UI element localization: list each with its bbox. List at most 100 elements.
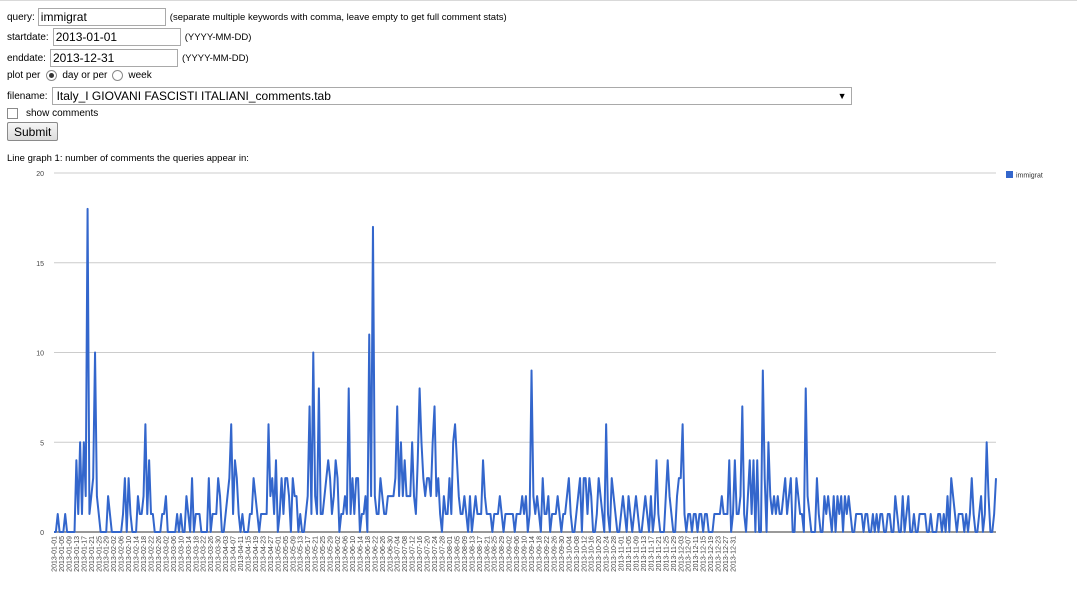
x-tick-label: 2013-04-03 — [223, 536, 230, 572]
x-tick-label: 2013-06-22 — [372, 536, 379, 572]
enddate-label: enddate: — [7, 52, 46, 64]
x-tick-label: 2013-08-25 — [492, 536, 499, 572]
x-tick-label: 2013-02-26 — [156, 536, 163, 572]
x-tick-label: 2013-05-25 — [320, 536, 327, 572]
y-tick-label: 10 — [36, 351, 44, 358]
x-tick-label: 2013-01-25 — [96, 536, 103, 572]
x-tick-label: 2013-05-29 — [328, 536, 335, 572]
x-tick-label: 2013-09-14 — [529, 536, 536, 572]
filename-selected-value: Italy_I GIOVANI FASCISTI ITALIANI_commen… — [56, 89, 331, 103]
x-tick-label: 2013-07-12 — [410, 536, 417, 572]
startdate-label: startdate: — [7, 31, 49, 43]
x-tick-label: 2013-08-17 — [477, 536, 484, 572]
x-tick-label: 2013-03-14 — [186, 536, 193, 572]
x-tick-label: 2013-07-04 — [395, 536, 402, 572]
x-tick-label: 2013-11-29 — [671, 536, 678, 571]
x-tick-label: 2013-04-07 — [231, 536, 238, 572]
x-tick-label: 2013-12-27 — [723, 536, 730, 572]
plotper-week-radio[interactable] — [112, 70, 124, 81]
x-tick-label: 2013-02-10 — [126, 536, 133, 572]
x-tick-label: 2013-04-19 — [253, 536, 260, 572]
x-tick-label: 2013-06-30 — [387, 536, 394, 572]
startdate-hint: (YYYY-MM-DD) — [184, 31, 252, 43]
x-tick-label: 2013-03-10 — [178, 536, 185, 572]
x-tick-label: 2013-09-22 — [544, 536, 551, 572]
dropdown-arrow-icon: ▼ — [837, 91, 847, 101]
x-tick-label: 2013-02-14 — [134, 536, 141, 572]
graph-caption: Line graph 1: number of comments the que… — [7, 153, 249, 164]
startdate-input[interactable] — [52, 28, 181, 46]
x-tick-label: 2013-06-26 — [380, 536, 387, 572]
x-tick-label: 2013-10-12 — [581, 536, 588, 572]
x-tick-label: 2013-03-26 — [208, 536, 215, 572]
x-tick-label: 2013-08-21 — [484, 536, 491, 572]
filename-row: filename: Italy_I GIOVANI FASCISTI ITALI… — [7, 87, 852, 105]
x-tick-label: 2013-06-14 — [357, 536, 364, 572]
x-tick-label: 2013-12-31 — [730, 536, 737, 572]
show-comments-label: show comments — [26, 108, 99, 119]
x-tick-label: 2013-11-13 — [641, 536, 648, 571]
x-tick-label: 2013-06-18 — [365, 536, 372, 572]
x-tick-label: 2013-10-24 — [604, 536, 611, 572]
submit-button[interactable]: Submit — [7, 122, 59, 141]
plotper-label: plot per — [7, 70, 41, 81]
startdate-row: startdate: (YYYY-MM-DD) — [7, 28, 251, 46]
x-tick-label: 2013-07-16 — [417, 536, 424, 572]
x-tick-label: 2013-04-27 — [268, 536, 275, 572]
x-tick-label: 2013-03-30 — [216, 536, 223, 572]
x-tick-label: 2013-07-08 — [402, 536, 409, 572]
x-tick-label: 2013-03-02 — [163, 536, 170, 572]
x-tick-label: 2013-08-13 — [469, 536, 476, 572]
x-tick-label: 2013-08-29 — [499, 536, 506, 572]
x-tick-label: 2013-02-18 — [141, 536, 148, 572]
plotper-day-label: day or per — [62, 70, 108, 81]
x-tick-label: 2013-10-20 — [596, 536, 603, 572]
query-row: query: (separate multiple keywords with … — [7, 8, 507, 26]
x-tick-label: 2013-08-01 — [447, 536, 454, 572]
x-tick-label: 2013-12-07 — [686, 536, 693, 572]
x-tick-label: 2013-10-08 — [574, 536, 581, 572]
show-comments-row: show comments — [7, 108, 98, 119]
x-tick-label: 2013-10-28 — [611, 536, 618, 572]
plotper-week-label: week — [128, 70, 152, 81]
x-tick-label: 2013-07-24 — [432, 536, 439, 572]
x-tick-label: 2013-05-05 — [283, 536, 290, 572]
x-tick-label: 2013-09-06 — [514, 536, 521, 572]
x-tick-label: 2013-12-03 — [678, 536, 685, 572]
x-tick-label: 2013-07-20 — [425, 536, 432, 572]
enddate-input[interactable] — [49, 49, 178, 67]
x-tick-label: 2013-12-23 — [716, 536, 723, 572]
filename-select[interactable]: Italy_I GIOVANI FASCISTI ITALIANI_commen… — [51, 87, 852, 105]
top-divider — [0, 0, 1077, 1]
x-tick-label: 2013-11-01 — [619, 536, 626, 571]
x-tick-label: 2013-05-01 — [275, 536, 282, 572]
show-comments-checkbox[interactable] — [7, 108, 18, 119]
y-tick-label: 5 — [40, 440, 44, 447]
x-tick-label: 2013-01-09 — [66, 536, 73, 572]
x-tick-label: 2013-02-22 — [148, 536, 155, 572]
x-tick-label: 2013-09-18 — [536, 536, 543, 572]
x-tick-label: 2013-05-17 — [305, 536, 312, 572]
x-tick-label: 2013-12-11 — [693, 536, 700, 571]
x-tick-label: 2013-11-17 — [648, 536, 655, 571]
legend-swatch — [1006, 171, 1013, 178]
legend-label: immigrat — [1016, 173, 1043, 180]
x-tick-label: 2013-08-05 — [454, 536, 461, 572]
x-tick-label: 2013-07-28 — [439, 536, 446, 572]
plotper-row: plot per day or per week — [7, 70, 152, 81]
x-tick-label: 2013-12-19 — [708, 536, 715, 572]
x-tick-label: 2013-03-18 — [193, 536, 200, 572]
x-tick-label: 2013-09-30 — [559, 536, 566, 572]
x-tick-label: 2013-06-10 — [350, 536, 357, 572]
x-tick-label: 2013-11-09 — [633, 536, 640, 571]
x-tick-label: 2013-03-22 — [201, 536, 208, 572]
x-tick-label: 2013-01-17 — [81, 536, 88, 572]
plotper-day-radio[interactable] — [46, 70, 58, 81]
y-tick-label: 15 — [36, 261, 44, 268]
x-tick-label: 2013-12-15 — [701, 536, 708, 572]
x-tick-label: 2013-11-21 — [656, 536, 663, 571]
enddate-hint: (YYYY-MM-DD) — [181, 52, 249, 64]
query-input[interactable] — [37, 8, 166, 26]
x-tick-label: 2013-03-06 — [171, 536, 178, 572]
x-tick-label: 2013-08-09 — [462, 536, 469, 572]
